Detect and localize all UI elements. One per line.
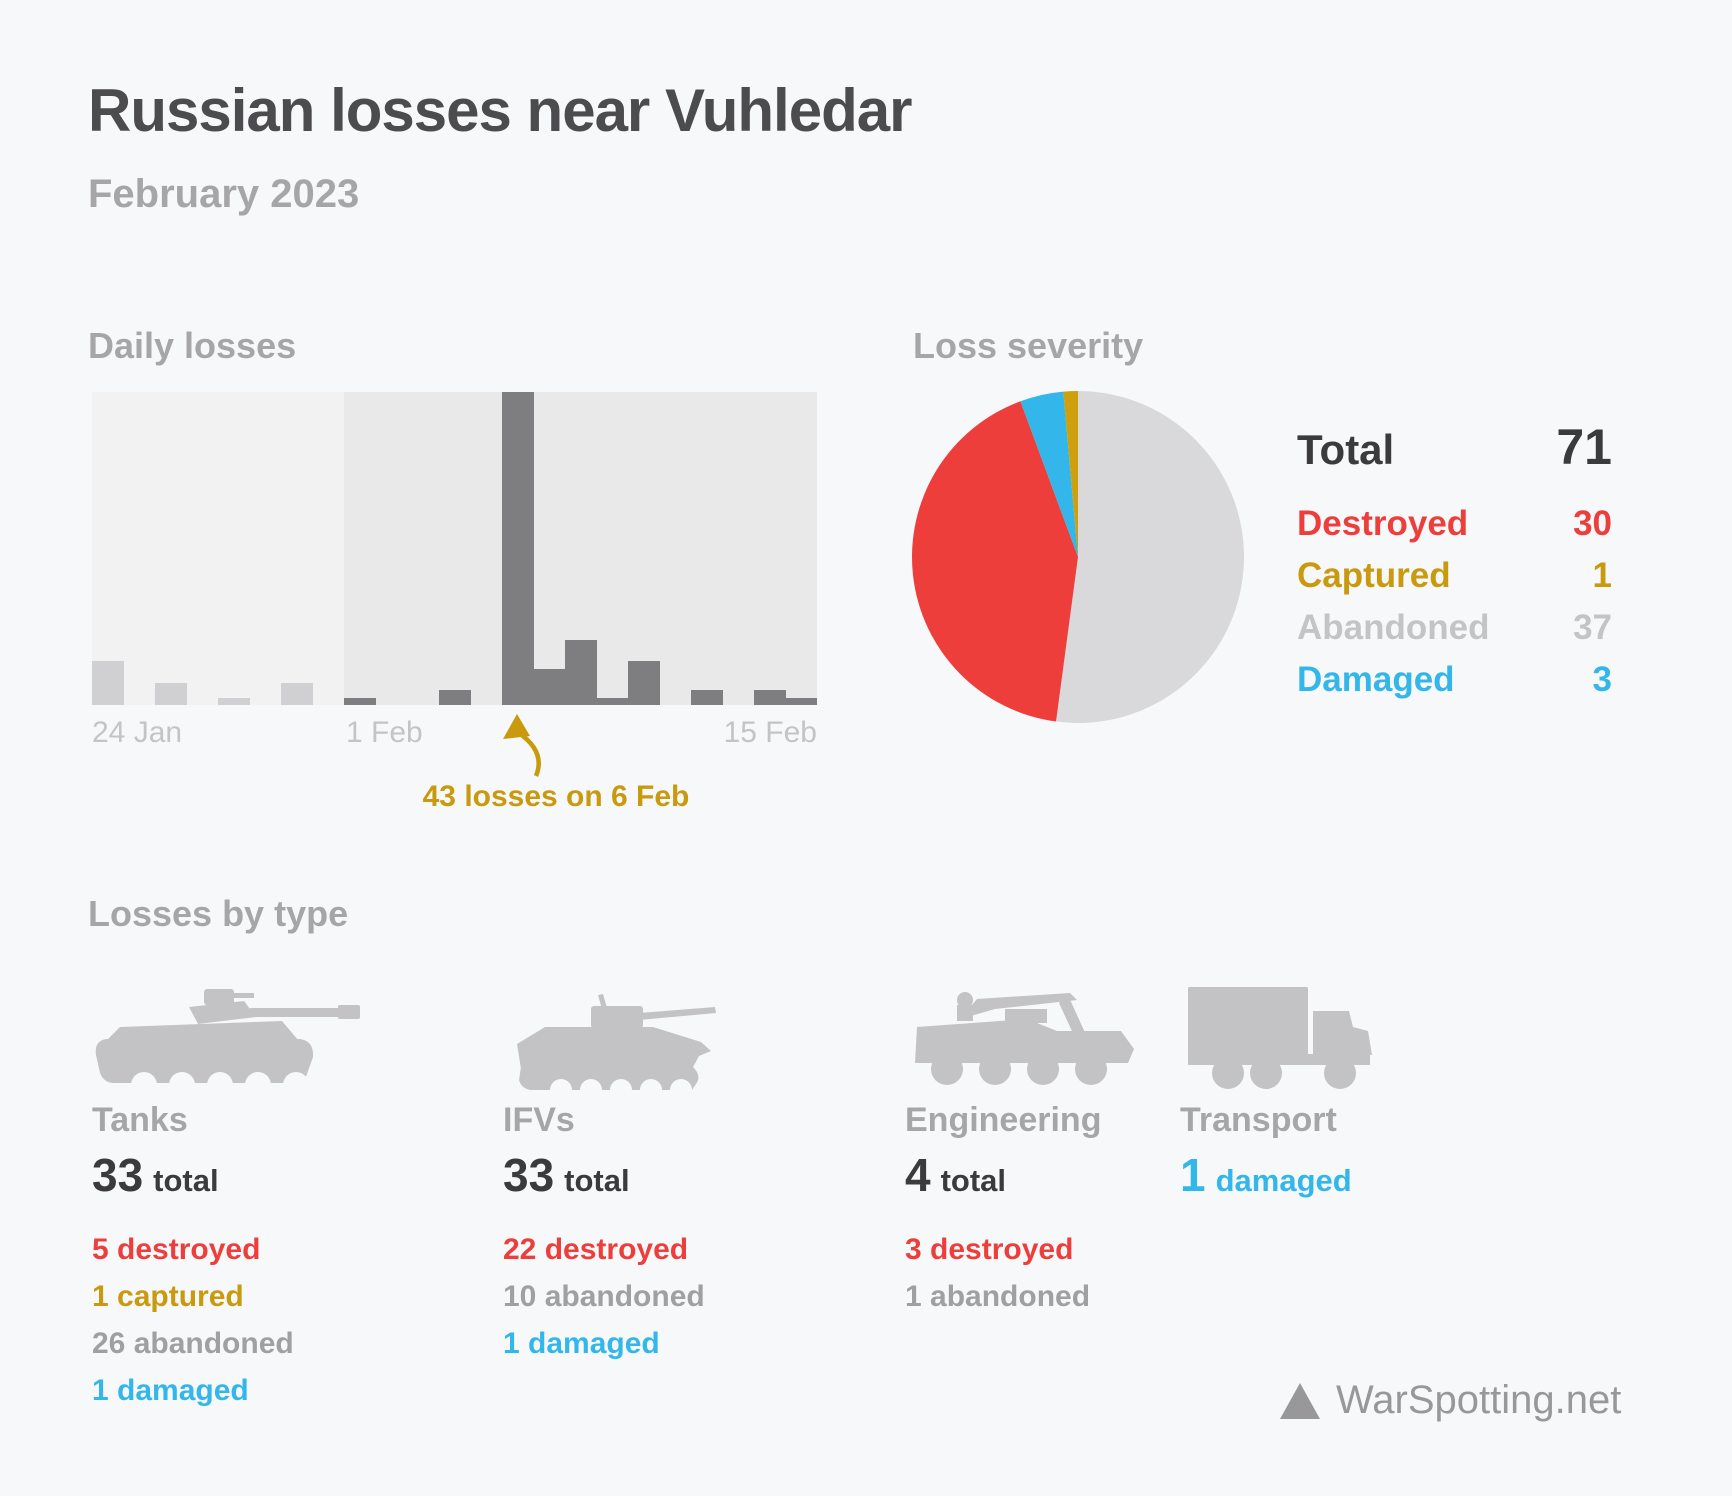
bar-4feb (438, 690, 471, 705)
legend-row-abandoned: Abandoned 37 (1297, 608, 1612, 647)
bar-10feb (627, 661, 660, 705)
type-label: Transport (1180, 1100, 1337, 1139)
severity-total-value: 71 (1556, 419, 1612, 475)
bar-7feb (533, 668, 566, 705)
type-total: 1 damaged (1180, 1149, 1352, 1201)
type-row-damaged: 1 damaged (92, 1374, 249, 1407)
daily-losses-bar-chart (92, 392, 818, 705)
type-column-engineering: Engineering 4 total 3 destroyed 1 abandon… (905, 958, 1265, 1320)
severity-legend: Destroyed 30 Captured 1 Abandoned 37 Dam… (1297, 498, 1612, 706)
peak-annotation-label: 43 losses on 6 Feb (422, 780, 690, 813)
bar-12feb (690, 690, 723, 705)
legend-row-captured: Captured 1 (1297, 556, 1612, 595)
daily-losses-heading: Daily losses (88, 325, 297, 366)
bar-6feb (501, 392, 534, 705)
x-axis-tick-1feb: 1 Feb (346, 716, 423, 749)
pie-slice-captured (1063, 391, 1078, 557)
type-column-tanks: Tanks 33 total 5 destroyed 1 captured 26 a… (92, 958, 452, 1414)
type-total: 4 total (905, 1149, 1007, 1201)
bar-26jan (155, 683, 188, 705)
x-axis-tick-15feb: 15 Feb (723, 716, 817, 749)
tank-icon (95, 989, 360, 1092)
type-row-captured: 1 captured (92, 1280, 244, 1313)
bar-8feb (564, 639, 597, 705)
type-row-abandoned: 1 abandoned (905, 1280, 1091, 1313)
x-axis-tick-24jan: 24 Jan (92, 716, 183, 749)
pie-slice-destroyed (911, 401, 1078, 722)
type-column-ifvs: IFVs 33 total 22 destroyed 10 abandoned 1 … (503, 958, 863, 1367)
type-total: 33 total (503, 1149, 630, 1201)
loss-severity-heading: Loss severity (913, 325, 1144, 366)
brand-footer: WarSpotting.net (1280, 1378, 1621, 1423)
type-breakdown: 3 destroyed 1 abandoned (905, 1226, 1265, 1320)
type-column-transport: Transport 1 damaged (1180, 958, 1540, 1226)
january-context-background (92, 392, 344, 705)
triangle-icon (1280, 1382, 1320, 1419)
bar-30jan (281, 683, 314, 705)
type-total: 33 total (92, 1149, 219, 1201)
type-row-abandoned: 10 abandoned (503, 1280, 705, 1313)
type-label: Tanks (92, 1100, 188, 1139)
type-row-destroyed: 5 destroyed (92, 1233, 261, 1266)
type-row-abandoned: 26 abandoned (92, 1327, 294, 1360)
engineering-vehicle-icon (915, 992, 1134, 1085)
type-breakdown: 5 destroyed 1 captured 26 abandoned 1 damag… (92, 1226, 452, 1414)
page-title: Russian losses near Vuhledar (88, 77, 912, 144)
type-row-destroyed: 22 destroyed (503, 1233, 689, 1266)
bar-15feb (785, 697, 818, 705)
type-row-destroyed: 3 destroyed (905, 1233, 1074, 1266)
losses-by-type-heading: Losses by type (88, 893, 349, 934)
severity-total-row: Total 71 (1297, 418, 1612, 476)
legend-row-damaged: Damaged 3 (1297, 660, 1612, 699)
loss-severity-pie-chart (911, 391, 1244, 723)
type-label: IFVs (503, 1100, 575, 1139)
bar-24jan (92, 661, 125, 705)
bar-1feb (344, 697, 377, 705)
type-label: Engineering (905, 1100, 1102, 1139)
severity-total-label: Total (1297, 426, 1395, 473)
legend-row-destroyed: Destroyed 30 (1297, 504, 1612, 543)
bar-14feb (753, 690, 786, 705)
brand-name: WarSpotting.net (1336, 1378, 1622, 1422)
ifv-icon (517, 994, 716, 1092)
type-breakdown: 22 destroyed 10 abandoned 1 damaged (503, 1226, 863, 1367)
type-row-damaged: 1 damaged (503, 1327, 660, 1360)
pie-slice-abandoned (1056, 391, 1244, 723)
bar-9feb (596, 697, 629, 705)
annotation-arrow-icon (503, 714, 541, 777)
truck-icon (1188, 987, 1372, 1089)
page-subtitle: February 2023 (88, 172, 360, 216)
bar-28jan (218, 697, 251, 705)
pie-slice-damaged (1020, 391, 1078, 557)
